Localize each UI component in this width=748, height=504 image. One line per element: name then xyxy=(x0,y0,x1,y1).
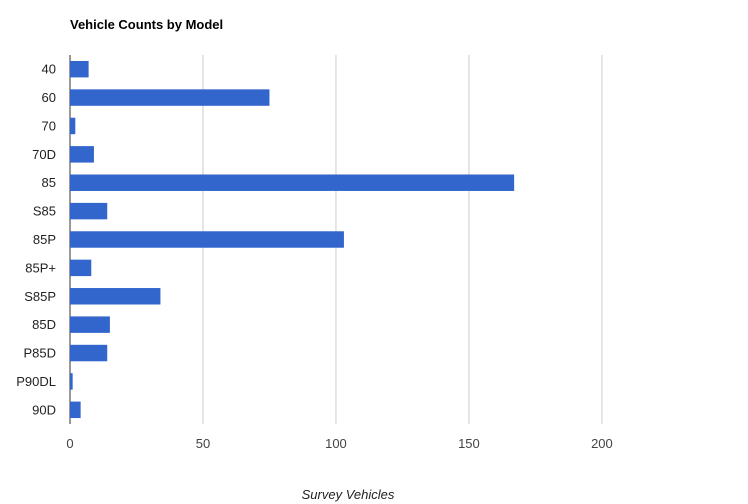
y-category-label: S85P xyxy=(24,289,56,304)
bar-85 xyxy=(70,174,515,191)
bar-S85 xyxy=(70,202,108,220)
y-category-label: P90DL xyxy=(16,374,56,389)
chart-title: Vehicle Counts by Model xyxy=(70,17,223,32)
category-axis: 40 60 70 70D 85 S85 85P 85P+ S85P 85D P85D P90DL 90D xyxy=(16,62,56,418)
y-category-label: S85 xyxy=(33,204,56,219)
x-axis-title: Survey Vehicles xyxy=(302,487,395,502)
bar-40 xyxy=(70,60,89,78)
value-axis: 0 50 100 150 200 xyxy=(66,436,612,451)
bar-85D xyxy=(70,316,110,333)
y-category-label: 90D xyxy=(32,402,56,417)
x-tick-label: 50 xyxy=(196,436,210,451)
y-category-label: 85 xyxy=(42,175,56,190)
x-tick-label: 0 xyxy=(66,436,73,451)
bar-S85P xyxy=(70,288,161,305)
y-category-label: 70 xyxy=(42,118,56,133)
y-category-label: 40 xyxy=(42,62,56,77)
y-category-label: 85P xyxy=(33,232,56,247)
y-category-label: P85D xyxy=(23,346,56,361)
x-tick-label: 200 xyxy=(591,436,613,451)
bar-P90DL xyxy=(70,373,73,390)
y-category-label: 85P+ xyxy=(25,260,56,275)
bar-70D xyxy=(70,146,94,163)
bar-60 xyxy=(70,89,270,106)
bar-P85D xyxy=(70,344,108,362)
bar-layer xyxy=(70,60,515,419)
bar-70 xyxy=(70,117,76,135)
x-tick-label: 100 xyxy=(325,436,347,451)
bar-85P+ xyxy=(70,259,92,277)
bar-85P xyxy=(70,231,344,248)
y-category-label: 60 xyxy=(42,90,56,105)
y-category-label: 85D xyxy=(32,317,56,332)
y-category-label: 70D xyxy=(32,147,56,162)
x-tick-label: 150 xyxy=(458,436,480,451)
bar-90D xyxy=(70,401,81,419)
